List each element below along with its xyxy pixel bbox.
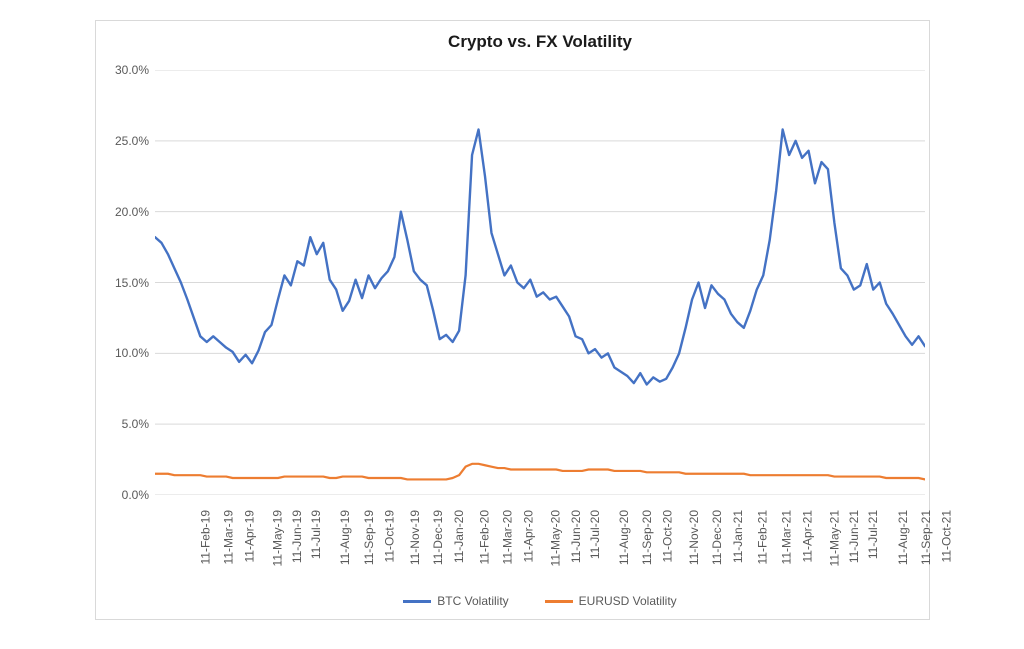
x-tick-label: 11-Sep-21 xyxy=(919,510,933,565)
legend-item-eurusd: EURUSD Volatility xyxy=(545,594,677,608)
legend-label: EURUSD Volatility xyxy=(579,594,677,608)
x-tick-label: 11-Mar-20 xyxy=(500,510,514,564)
x-tick-label: 11-Sep-20 xyxy=(640,510,654,565)
chart-title: Crypto vs. FX Volatility xyxy=(155,32,925,52)
x-tick-label: 11-Jul-21 xyxy=(867,510,881,559)
x-tick-label: 11-Jan-21 xyxy=(731,510,745,563)
x-tick-label: 11-Nov-20 xyxy=(687,510,701,565)
x-tick-label: 11-May-21 xyxy=(827,510,841,566)
x-tick-label: 11-Jun-21 xyxy=(847,510,861,563)
x-tick-label: 11-Mar-19 xyxy=(222,510,236,564)
x-tick-label: 11-Apr-21 xyxy=(800,510,814,562)
y-tick-label: 0.0% xyxy=(103,488,149,502)
x-tick-label: 11-Dec-20 xyxy=(710,510,724,565)
x-tick-label: 11-Jun-19 xyxy=(290,510,304,563)
y-tick-label: 25.0% xyxy=(103,134,149,148)
x-tick-label: 11-Jul-19 xyxy=(309,510,323,559)
x-tick-label: 11-Aug-21 xyxy=(896,510,910,565)
legend-swatch-icon xyxy=(403,600,431,603)
x-tick-label: 11-Feb-19 xyxy=(198,510,212,564)
chart-legend: BTC Volatility EURUSD Volatility xyxy=(155,594,925,608)
y-tick-label: 10.0% xyxy=(103,346,149,360)
legend-item-btc: BTC Volatility xyxy=(403,594,508,608)
x-tick-label: 11-Jun-20 xyxy=(569,510,583,563)
x-tick-label: 11-Oct-19 xyxy=(382,510,396,562)
chart-plot-area xyxy=(155,70,925,495)
x-tick-label: 11-Feb-20 xyxy=(477,510,491,564)
y-tick-label: 20.0% xyxy=(103,205,149,219)
x-tick-label: 11-Aug-19 xyxy=(338,510,352,565)
y-tick-label: 30.0% xyxy=(103,63,149,77)
x-tick-label: 11-Sep-19 xyxy=(362,510,376,565)
y-tick-label: 5.0% xyxy=(103,417,149,431)
y-tick-label: 15.0% xyxy=(103,276,149,290)
x-tick-label: 11-May-20 xyxy=(549,510,563,566)
x-tick-label: 11-Nov-19 xyxy=(408,510,422,565)
x-tick-label: 11-Mar-21 xyxy=(779,510,793,564)
x-tick-label: 11-Oct-20 xyxy=(661,510,675,562)
x-tick-label: 11-Apr-19 xyxy=(243,510,257,562)
x-tick-label: 11-Oct-21 xyxy=(940,510,954,562)
x-tick-label: 11-Jul-20 xyxy=(588,510,602,559)
legend-swatch-icon xyxy=(545,600,573,603)
x-tick-label: 11-Apr-20 xyxy=(522,510,536,562)
x-tick-label: 11-Aug-20 xyxy=(617,510,631,565)
x-tick-label: 11-Feb-21 xyxy=(756,510,770,564)
x-tick-label: 11-Dec-19 xyxy=(431,510,445,565)
x-tick-label: 11-Jan-20 xyxy=(453,510,467,563)
x-tick-label: 11-May-19 xyxy=(270,510,284,566)
legend-label: BTC Volatility xyxy=(437,594,508,608)
